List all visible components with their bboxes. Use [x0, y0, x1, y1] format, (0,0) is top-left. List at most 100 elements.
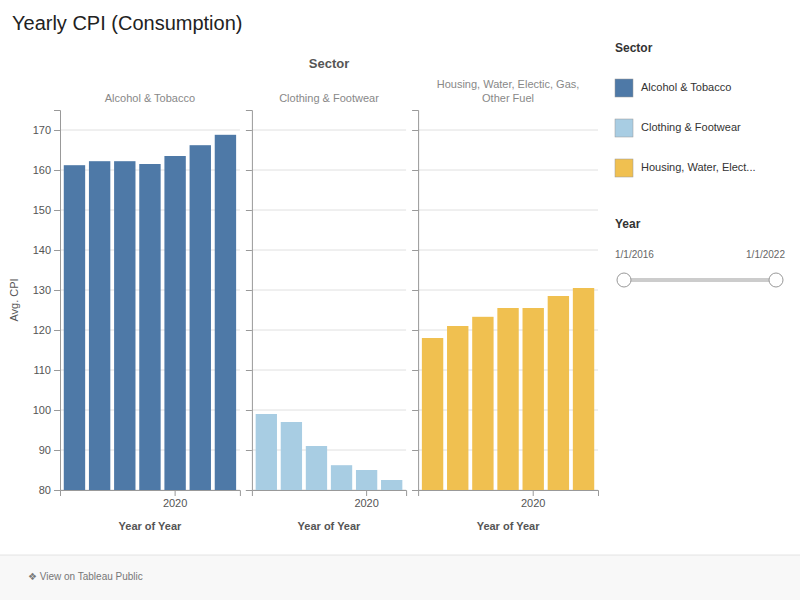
- tick-mark: [533, 490, 534, 496]
- legend: SectorAlcohol & TobaccoClothing & Footwe…: [615, 41, 785, 287]
- tick-mark: [54, 250, 60, 251]
- bar: [89, 161, 110, 490]
- legend-label: Alcohol & Tobacco: [641, 81, 731, 93]
- bar: [497, 308, 518, 490]
- tick-mark: [54, 290, 60, 291]
- bar: [139, 164, 160, 490]
- tick-mark: [54, 330, 60, 331]
- grid-line: [252, 370, 406, 371]
- bars: [422, 288, 594, 490]
- title: Yearly CPI (Consumption): [12, 12, 242, 34]
- tick: [246, 170, 252, 171]
- bar: [381, 480, 402, 490]
- grid-line: [252, 210, 406, 211]
- tick-label: 100: [33, 404, 51, 416]
- facet-label: Housing, Water, Electic, Gas,Other Fuel: [437, 78, 580, 104]
- tick: 2020: [521, 490, 545, 509]
- bar: [331, 465, 352, 490]
- grid-line: [252, 130, 406, 131]
- filter-title: Year: [615, 217, 641, 231]
- tick-mark: [54, 210, 60, 211]
- tick-mark: [412, 450, 418, 451]
- tick-mark: [412, 490, 418, 491]
- panel: 2020Year of YearClothing & Footwear: [246, 92, 407, 600]
- tick-mark: [54, 410, 60, 411]
- tick: [246, 210, 252, 211]
- legend-swatch: [615, 79, 633, 97]
- grid-line: [252, 410, 406, 411]
- slider-track: [624, 278, 776, 282]
- bars: [256, 414, 403, 490]
- tick: [246, 290, 252, 291]
- grid-line: [252, 330, 406, 331]
- bar: [356, 470, 377, 490]
- tick: [246, 130, 252, 131]
- tick-mark: [54, 170, 60, 171]
- grid-line: [252, 290, 406, 291]
- tick: [412, 170, 418, 171]
- legend-label: Housing, Water, Elect...: [641, 161, 756, 173]
- tick-label: 2020: [521, 497, 545, 509]
- bar: [215, 135, 236, 490]
- axis-line: [246, 111, 253, 491]
- tick: [412, 450, 418, 451]
- tick: [412, 130, 418, 131]
- x-axis: 2020: [419, 490, 599, 509]
- bar: [306, 446, 327, 490]
- tick: [246, 250, 252, 251]
- tick-mark: [246, 250, 252, 251]
- y-axis: 8090100110120130140150160170: [33, 111, 61, 497]
- tick-label: 80: [39, 484, 51, 496]
- axis-line: [412, 111, 419, 491]
- tick: 2020: [163, 490, 187, 509]
- panel: 2020Year of YearHousing, Water, Electic,…: [412, 78, 598, 600]
- tick-mark: [54, 490, 60, 491]
- tick: 2020: [354, 490, 378, 509]
- tick-label: 150: [33, 204, 51, 216]
- tick: [246, 450, 252, 451]
- grid-line: [418, 170, 598, 171]
- facet-label: Alcohol & Tobacco: [105, 92, 195, 104]
- x-axis-title: Year of Year: [298, 520, 362, 532]
- tick-label: 2020: [354, 497, 378, 509]
- tick: [412, 210, 418, 211]
- footer-text: ❖ View on Tableau Public: [28, 571, 143, 582]
- tick: [412, 370, 418, 371]
- tick: [412, 490, 418, 491]
- y-axis: [246, 111, 253, 491]
- tick-label: 160: [33, 164, 51, 176]
- panel: 80901001101201301401501601702020Year of …: [8, 92, 240, 600]
- tick-label: 110: [33, 364, 51, 376]
- legend-swatch: [615, 119, 633, 137]
- tick-mark: [246, 170, 252, 171]
- axis-line: [61, 491, 241, 497]
- y-axis-title: Avg. CPI: [8, 278, 20, 321]
- legend-item: Housing, Water, Elect...: [615, 159, 756, 177]
- tick-label: 130: [33, 284, 51, 296]
- tick-label: 140: [33, 244, 51, 256]
- tick-mark: [246, 370, 252, 371]
- y-axis: [412, 111, 419, 491]
- grid-line: [60, 130, 240, 131]
- bar: [114, 161, 135, 490]
- tick-mark: [412, 130, 418, 131]
- tick: 120: [33, 324, 60, 336]
- tick: 150: [33, 204, 60, 216]
- footer: [0, 555, 800, 600]
- tick-mark: [412, 370, 418, 371]
- grid-line: [418, 210, 598, 211]
- bar: [422, 338, 443, 490]
- filter-start: 1/1/2016: [615, 249, 654, 260]
- tick-mark: [412, 170, 418, 171]
- tick-mark: [366, 490, 367, 496]
- tick-label: 90: [39, 444, 51, 456]
- grid-line: [252, 250, 406, 251]
- x-axis: 2020: [61, 490, 241, 509]
- bar: [447, 326, 468, 490]
- tick: 100: [33, 404, 60, 416]
- legend-swatch: [615, 159, 633, 177]
- legend-item: Clothing & Footwear: [615, 119, 741, 137]
- grid-line: [418, 130, 598, 131]
- grid-line: [418, 290, 598, 291]
- axis-line: [252, 491, 406, 497]
